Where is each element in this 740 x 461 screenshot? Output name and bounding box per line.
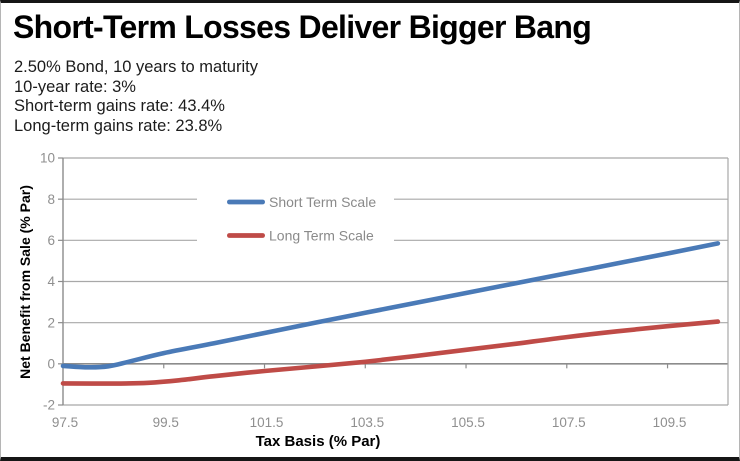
y-tick-label: 8 (47, 192, 55, 207)
y-tick-label: 0 (47, 357, 55, 372)
x-axis-title: Tax Basis (% Par) (255, 433, 381, 450)
x-tick-label: 97.5 (52, 415, 78, 430)
y-tick-label: 10 (40, 151, 55, 166)
legend-swatch-short-term-line (227, 199, 265, 205)
subtitle-line-long-term-gains: Long-term gains rate: 23.8% (14, 116, 223, 135)
subtitle-line-short-term-gains: Short-term gains rate: 43.4% (14, 97, 225, 115)
x-tick-label: 109.5 (653, 415, 687, 430)
y-tick-label: 4 (47, 274, 55, 289)
legend-label-short-term: Short Term Scale (269, 194, 376, 210)
x-tick-label: 103.5 (350, 415, 384, 430)
net-benefit-chart: 10 8 6 4 2 0 -2 97.5 99.5 101.5 103.5 105.5 107.5 109… (40, 151, 729, 430)
legend-label-long-term: Long Term Scale (269, 227, 374, 243)
x-tick-label: 107.5 (552, 415, 586, 430)
legend-swatch-long-term-line (227, 233, 265, 238)
y-tick-label: 6 (47, 233, 55, 248)
y-tick-label: 2 (47, 315, 55, 330)
legend: Short Term Scale Long Term Scale (227, 194, 376, 243)
x-tick-label: 105.5 (451, 415, 485, 430)
series-line-short-term-scale (60, 241, 721, 370)
x-tick-label: 101.5 (250, 415, 284, 430)
x-tick-label: 99.5 (153, 415, 179, 430)
y-tick-label: -2 (43, 398, 55, 413)
chart-title: Short-Term Losses Deliver Bigger Bang (13, 9, 592, 45)
y-axis-title: Net Benefit from Sale (% Par) (17, 185, 33, 379)
chart-subtitle: 2.50% Bond, 10 years to maturity 10-year… (14, 58, 258, 136)
subtitle-line-rate: 10-year rate: 3% (14, 77, 136, 96)
subtitle-line-bond: 2.50% Bond, 10 years to maturity (14, 58, 258, 76)
series-line-long-term-scale (60, 319, 721, 386)
